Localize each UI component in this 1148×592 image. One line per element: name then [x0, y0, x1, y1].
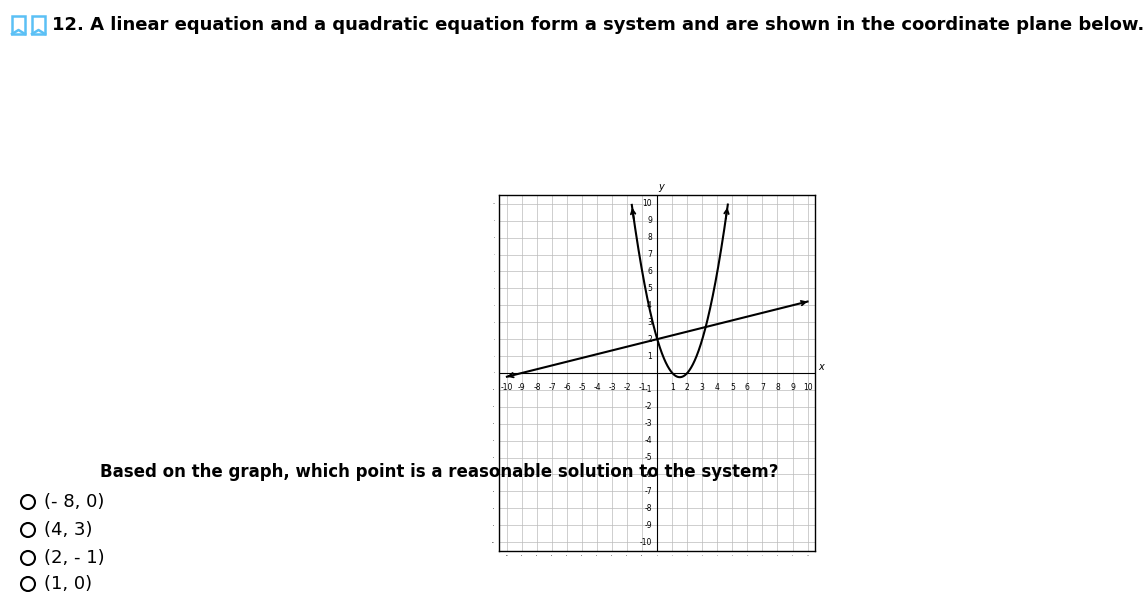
Text: 6: 6: [745, 383, 750, 392]
Text: 8: 8: [647, 233, 652, 242]
Text: 7: 7: [760, 383, 765, 392]
Text: x: x: [819, 362, 824, 372]
Text: -2: -2: [623, 383, 631, 392]
Text: -1: -1: [644, 385, 652, 394]
Text: 9: 9: [647, 216, 652, 225]
Text: -4: -4: [644, 436, 652, 445]
Text: 9: 9: [790, 383, 794, 392]
Text: -1: -1: [638, 383, 646, 392]
Text: 5: 5: [647, 284, 652, 293]
Text: 10: 10: [643, 200, 652, 208]
Text: Based on the graph, which point is a reasonable solution to the system?: Based on the graph, which point is a rea…: [100, 463, 778, 481]
Text: -7: -7: [549, 383, 556, 392]
Text: 4: 4: [715, 383, 720, 392]
Text: (2, - 1): (2, - 1): [44, 549, 104, 567]
Text: (1, 0): (1, 0): [44, 575, 92, 592]
Text: 3: 3: [647, 318, 652, 327]
Text: 6: 6: [647, 267, 652, 276]
Text: 1: 1: [670, 383, 675, 392]
Text: -8: -8: [533, 383, 541, 392]
Text: -3: -3: [644, 419, 652, 428]
Text: (- 8, 0): (- 8, 0): [44, 493, 104, 511]
Text: -10: -10: [501, 383, 513, 392]
Text: -9: -9: [644, 521, 652, 530]
Text: -9: -9: [518, 383, 526, 392]
Text: 4: 4: [647, 301, 652, 310]
Text: -4: -4: [594, 383, 600, 392]
Text: -6: -6: [564, 383, 571, 392]
Text: -6: -6: [644, 470, 652, 479]
Text: -2: -2: [644, 403, 652, 411]
Text: 5: 5: [730, 383, 735, 392]
FancyBboxPatch shape: [32, 16, 45, 34]
Text: -5: -5: [644, 453, 652, 462]
Text: -7: -7: [644, 487, 652, 496]
Text: -3: -3: [608, 383, 616, 392]
Text: 2: 2: [685, 383, 690, 392]
Text: 7: 7: [647, 250, 652, 259]
Text: (4, 3): (4, 3): [44, 521, 93, 539]
Text: y: y: [658, 182, 664, 192]
Text: 1: 1: [647, 352, 652, 361]
Text: -8: -8: [644, 504, 652, 513]
Text: 12. A linear equation and a quadratic equation form a system and are shown in th: 12. A linear equation and a quadratic eq…: [52, 16, 1145, 34]
FancyBboxPatch shape: [11, 16, 25, 34]
Text: -10: -10: [639, 538, 652, 546]
Text: 8: 8: [775, 383, 779, 392]
Text: 2: 2: [647, 334, 652, 343]
Text: -5: -5: [579, 383, 585, 392]
Text: 10: 10: [802, 383, 813, 392]
Text: 3: 3: [700, 383, 705, 392]
